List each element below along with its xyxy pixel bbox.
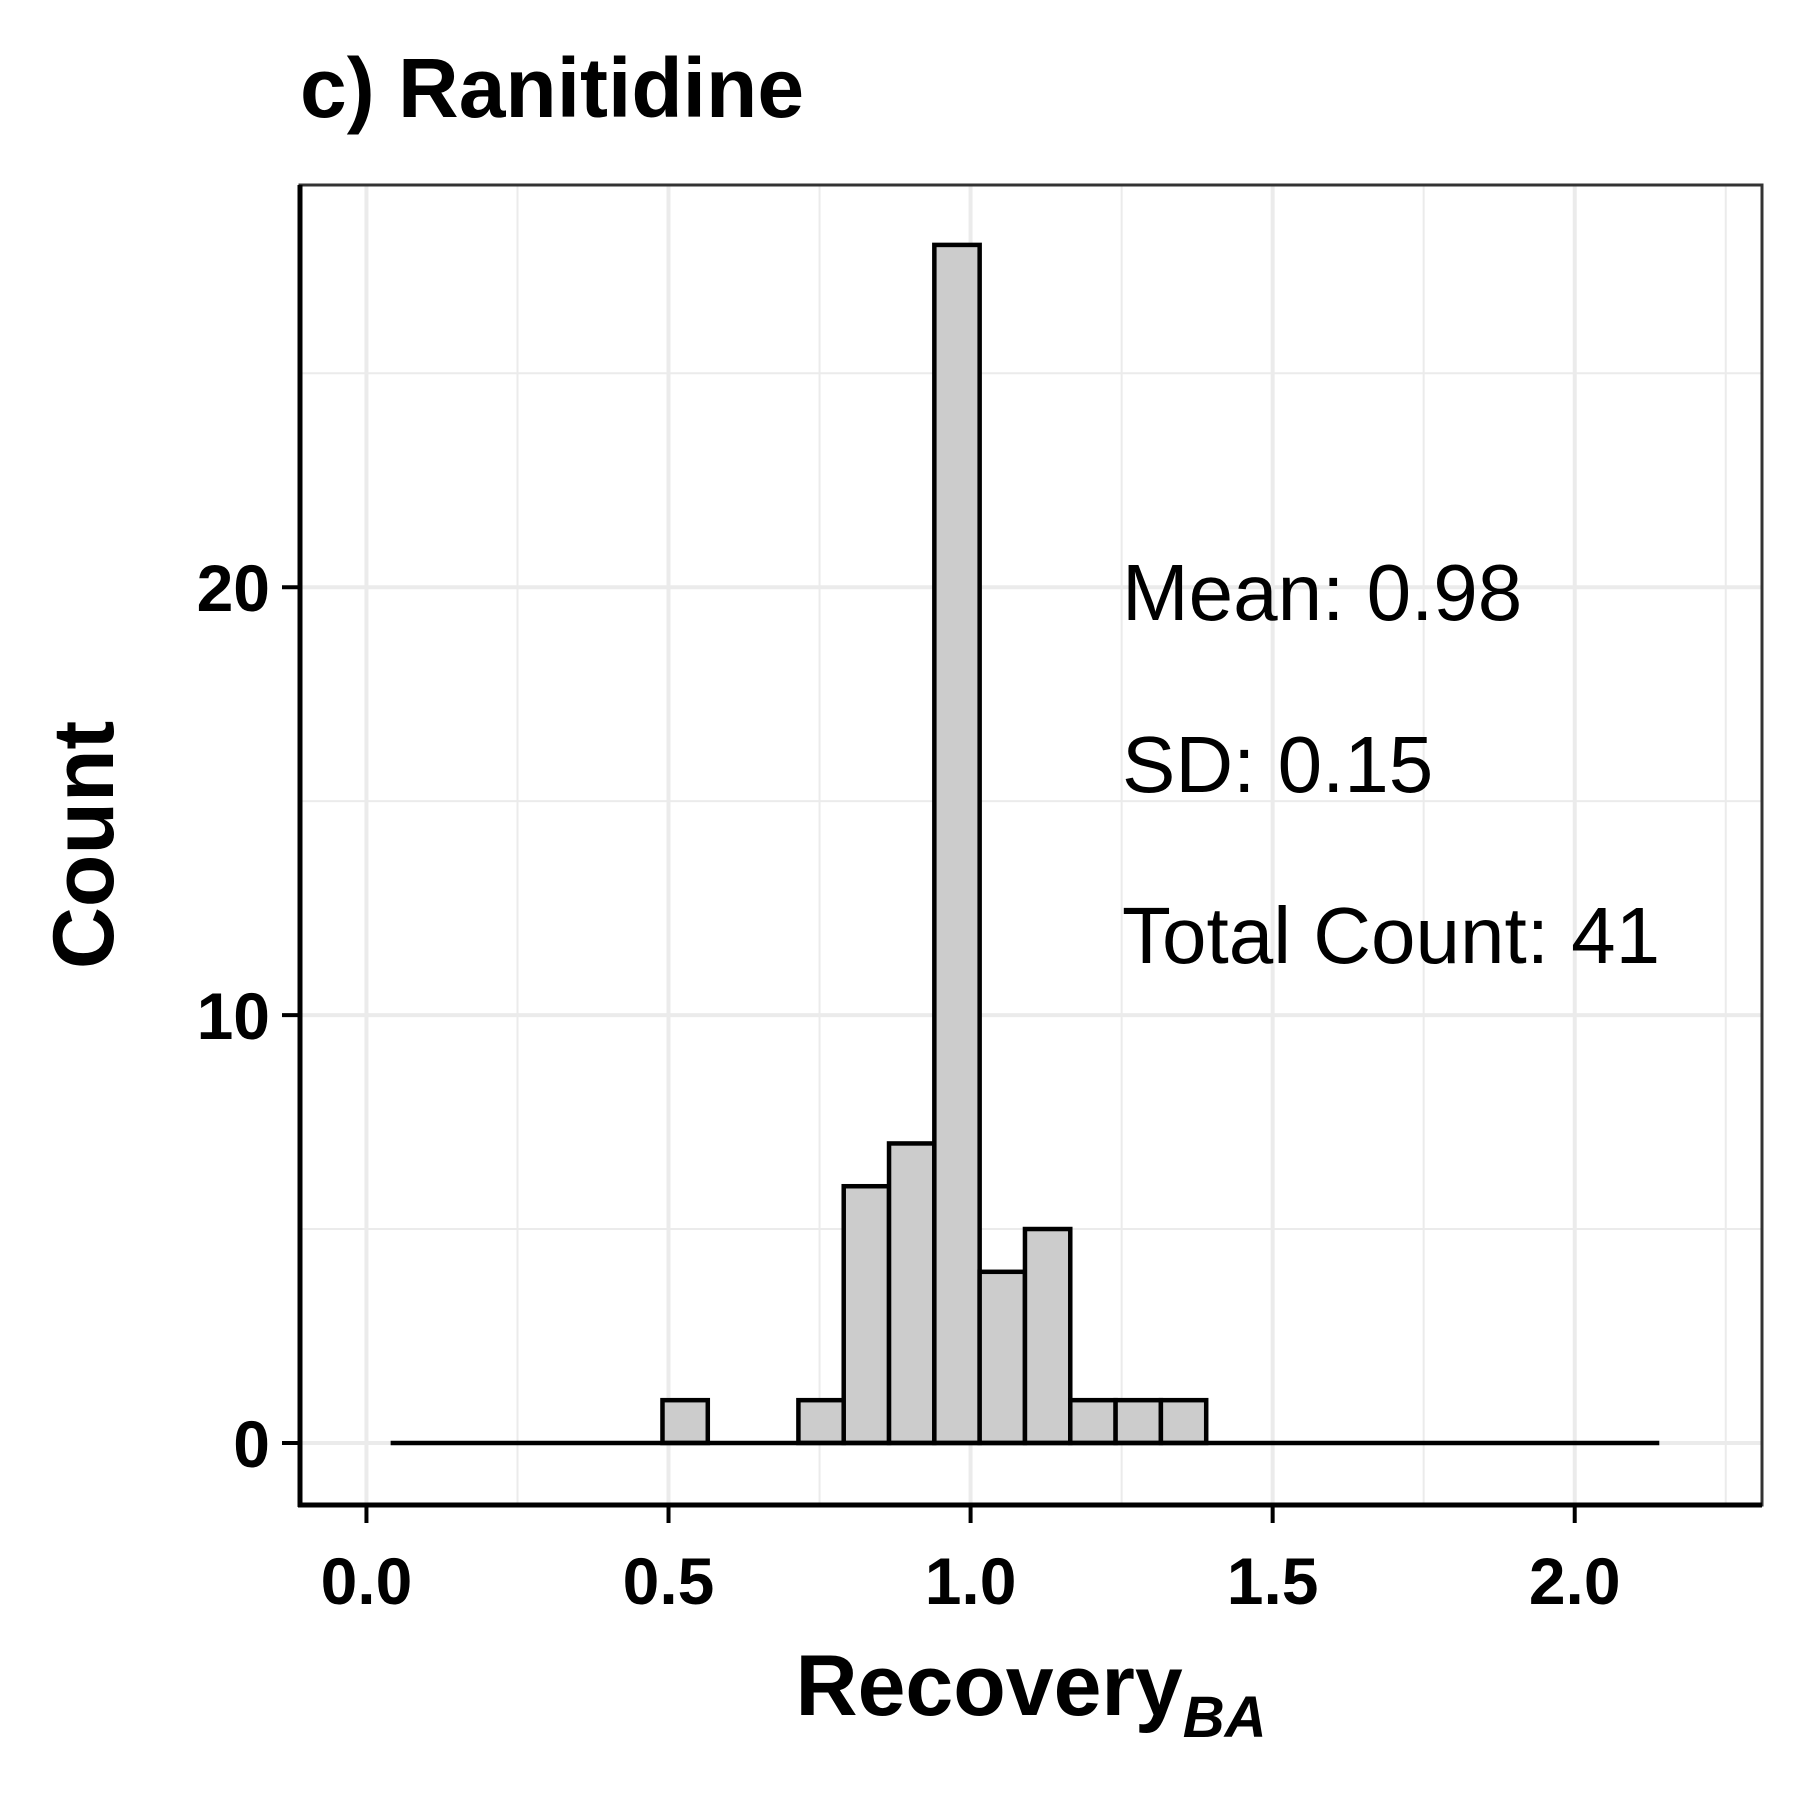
histogram-bar [660,1397,711,1446]
stats-annotation: Mean: 0.98 SD: 0.15 Total Count: 41 [1122,548,1660,980]
histogram-bar [977,1269,1028,1446]
histogram-bar [1068,1397,1118,1446]
histogram-bar [1113,1397,1164,1446]
axes [282,185,1762,1523]
annotation-sd: SD: 0.15 [1122,720,1433,809]
x-tick-label: 0.0 [321,1544,413,1618]
histogram-bar [1158,1397,1209,1446]
histogram-bars [390,242,1660,1446]
histogram-bar [796,1397,846,1446]
x-axis-title-main: Recovery [795,1638,1182,1734]
y-tick-label: 20 [197,551,270,625]
chart-title: c) Ranitidine [300,41,804,135]
x-tick-label: 1.5 [1227,1544,1319,1618]
x-tick-label: 2.0 [1529,1544,1621,1618]
histogram-bar [1022,1226,1073,1446]
x-tick-label: 1.0 [925,1544,1017,1618]
annotation-mean: Mean: 0.98 [1122,548,1522,637]
y-tick-label: 0 [233,1407,270,1481]
annotation-total-count: Total Count: 41 [1122,891,1660,980]
histogram-bar [886,1141,937,1446]
x-axis-title: RecoveryBA [795,1638,1266,1750]
x-tick-label: 0.5 [623,1544,715,1618]
x-axis-title-subscript: BA [1183,1685,1267,1750]
y-tick-label: 10 [197,979,270,1053]
histogram-bar [841,1183,892,1446]
y-axis-title: Count [36,721,132,969]
histogram-bar [932,242,982,1446]
tick-labels: 0.0 0.5 1.0 1.5 2.0 0 10 20 [197,551,1621,1618]
